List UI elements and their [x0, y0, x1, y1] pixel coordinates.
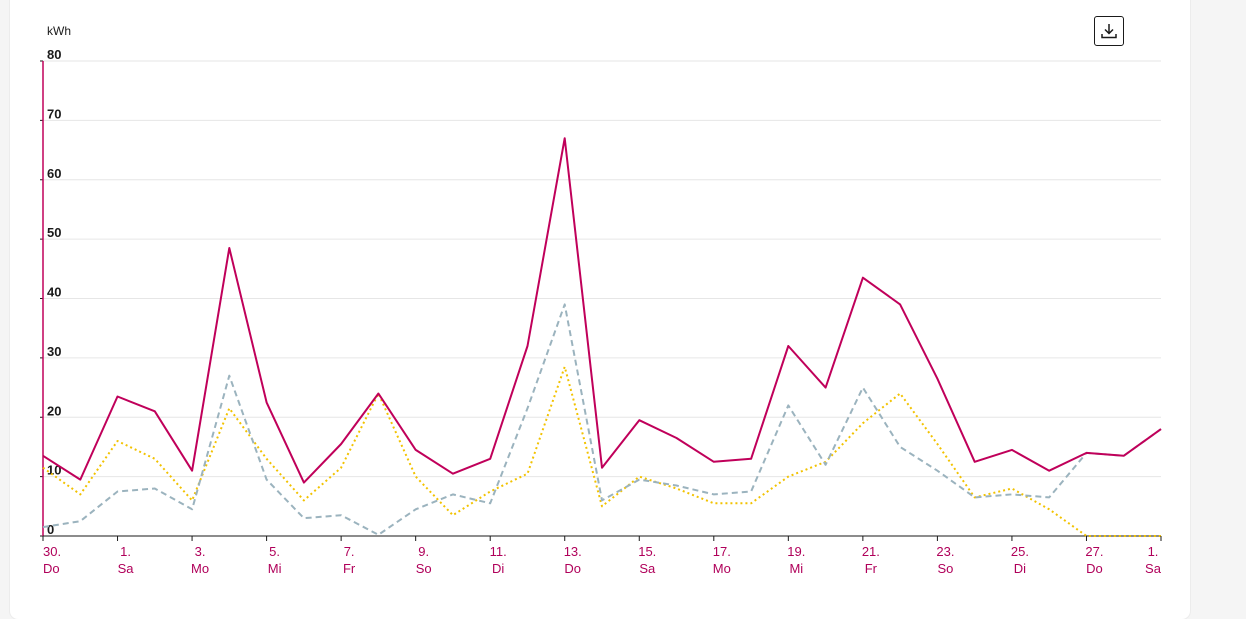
- x-tick-weekday: Mi: [268, 561, 282, 576]
- x-tick-day: 5.: [269, 544, 280, 559]
- x-tick-day: 15.: [638, 544, 656, 559]
- chart-card: [10, 0, 1190, 619]
- x-tick-day: 9.: [418, 544, 429, 559]
- x-tick-weekday: Sa: [1145, 561, 1162, 576]
- x-tick-day: 25.: [1011, 544, 1029, 559]
- series-solid-line: [42, 137, 1162, 484]
- x-tick-weekday: So: [937, 561, 953, 576]
- y-tick-label: 50: [47, 225, 61, 240]
- y-tick-label: 60: [47, 166, 61, 181]
- series-dashed-line: [42, 303, 1162, 536]
- y-tick-label: 40: [47, 285, 61, 300]
- x-tick-day: 3.: [195, 544, 206, 559]
- x-tick-weekday: So: [416, 561, 432, 576]
- x-tick-day: 19.: [787, 544, 805, 559]
- x-tick-weekday: Mo: [191, 561, 209, 576]
- y-tick-label: 20: [47, 403, 61, 418]
- x-axis-ticks: 30. Do 1. Sa 3. Mo 5. Mi 7. Fr 9. So 11. Di 13. Do 15. Sa…: [42, 536, 1162, 576]
- y-axis-ticks: 0 10 20 30 40 50 60 70 80: [40, 47, 61, 537]
- grid-lines: [43, 60, 1161, 478]
- x-tick-day: 27.: [1085, 544, 1103, 559]
- x-tick-weekday: Sa: [118, 561, 135, 576]
- y-axis-unit: kWh: [47, 24, 71, 38]
- series-lines: [42, 137, 1162, 537]
- series-dotted-line: [42, 365, 1161, 537]
- x-tick-day: 23.: [936, 544, 954, 559]
- x-tick-weekday: Mo: [713, 561, 731, 576]
- x-tick-day: 7.: [344, 544, 355, 559]
- x-tick-weekday: Do: [1086, 561, 1103, 576]
- x-tick-weekday: Fr: [343, 561, 356, 576]
- x-tick-weekday: Do: [564, 561, 581, 576]
- download-button[interactable]: [1094, 16, 1124, 46]
- y-tick-label: 30: [47, 344, 61, 359]
- x-tick-weekday: Di: [492, 561, 504, 576]
- y-tick-label: 0: [47, 522, 54, 537]
- x-tick-day: 1.: [1148, 544, 1159, 559]
- x-tick-day: 30.: [43, 544, 61, 559]
- x-tick-day: 17.: [713, 544, 731, 559]
- x-tick-weekday: Mi: [789, 561, 803, 576]
- x-tick-weekday: Di: [1014, 561, 1026, 576]
- y-tick-label: 80: [47, 47, 61, 62]
- x-tick-day: 13.: [564, 544, 582, 559]
- x-tick-day: 1.: [120, 544, 131, 559]
- x-tick-weekday: Do: [43, 561, 60, 576]
- x-tick-weekday: Sa: [639, 561, 656, 576]
- download-icon: [1101, 24, 1117, 39]
- y-tick-label: 10: [47, 463, 61, 478]
- x-tick-weekday: Fr: [865, 561, 878, 576]
- y-tick-label: 70: [47, 106, 61, 121]
- x-tick-day: 21.: [862, 544, 880, 559]
- x-tick-day: 11.: [490, 544, 507, 559]
